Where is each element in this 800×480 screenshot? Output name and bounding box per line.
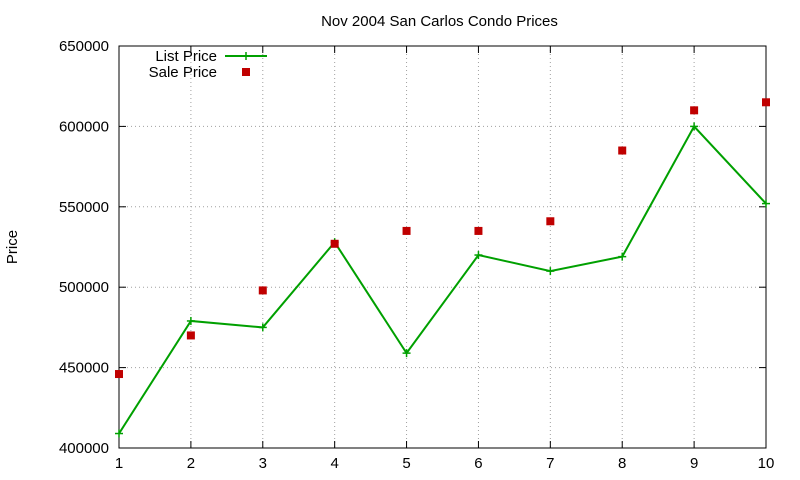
series xyxy=(115,98,770,438)
list-price-point xyxy=(762,199,770,208)
x-tick-label: 1 xyxy=(115,455,123,472)
sale-price-point xyxy=(115,370,123,379)
sale-price-point xyxy=(402,226,411,235)
x-tick-label: 2 xyxy=(187,455,195,472)
axis-ticks xyxy=(118,45,767,449)
y-axis-label: Price xyxy=(4,230,21,264)
legend: List Price Sale Price xyxy=(149,48,267,81)
sale-price-point xyxy=(762,98,770,107)
y-tick-labels: 400000 450000 500000 550000 600000 650000 xyxy=(59,38,109,457)
x-tick-label: 7 xyxy=(546,455,554,472)
y-tick-label: 450000 xyxy=(59,360,109,377)
list-price-point xyxy=(186,316,195,325)
list-price-point xyxy=(474,251,483,260)
y-tick-label: 550000 xyxy=(59,199,109,216)
list-price-point xyxy=(402,349,411,358)
sale-price-point xyxy=(330,239,339,248)
sale-price-point xyxy=(690,106,699,115)
x-tick-label: 4 xyxy=(330,455,338,472)
y-tick-label: 600000 xyxy=(59,118,109,135)
chart-title: Nov 2004 San Carlos Condo Prices xyxy=(321,13,558,30)
x-tick-labels: 1 2 3 4 5 6 7 8 9 10 xyxy=(115,455,775,472)
x-tick-label: 10 xyxy=(758,455,775,472)
grid xyxy=(119,46,766,448)
legend-marker-list-price xyxy=(242,52,250,60)
sale-price-point xyxy=(186,331,195,340)
y-tick-label: 400000 xyxy=(59,440,109,457)
sale-price-point xyxy=(258,286,267,295)
x-tick-label: 6 xyxy=(474,455,482,472)
sale-price-point xyxy=(618,146,627,155)
list-price-point xyxy=(115,429,123,438)
y-tick-label: 500000 xyxy=(59,279,109,296)
plot-frame xyxy=(118,45,767,449)
legend-label-sale-price: Sale Price xyxy=(149,64,217,81)
legend-label-list-price: List Price xyxy=(155,48,217,65)
list-price-point xyxy=(690,122,699,131)
x-tick-label: 3 xyxy=(259,455,267,472)
legend-swatches xyxy=(225,52,267,76)
list-price-point xyxy=(258,323,267,332)
list-price-point xyxy=(618,252,627,261)
legend-swatch-sale-price xyxy=(242,68,250,76)
list-price-line xyxy=(118,124,767,435)
sale-price-point xyxy=(546,217,555,226)
x-tick-label: 9 xyxy=(690,455,698,472)
list-price-point xyxy=(546,267,555,276)
sale-price-point xyxy=(474,226,483,235)
x-tick-label: 8 xyxy=(618,455,626,472)
y-tick-label: 650000 xyxy=(59,38,109,55)
x-tick-label: 5 xyxy=(402,455,410,472)
